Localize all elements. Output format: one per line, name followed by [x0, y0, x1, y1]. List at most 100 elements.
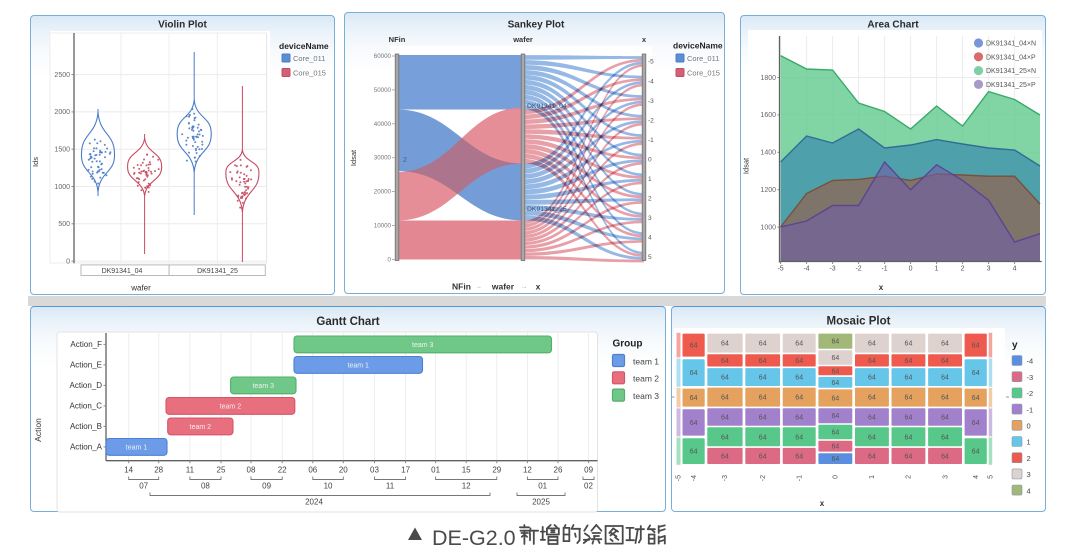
svg-text:17: 17: [401, 466, 410, 475]
svg-text:4: 4: [1013, 266, 1017, 273]
svg-text:64: 64: [831, 339, 839, 346]
svg-text:40000: 40000: [374, 121, 392, 128]
svg-text:64: 64: [795, 453, 803, 460]
svg-text:DK91341_25: DK91341_25: [197, 268, 238, 275]
svg-text:01: 01: [431, 466, 440, 475]
svg-text:DK91341_04: DK91341_04: [102, 268, 143, 275]
svg-text:64: 64: [690, 370, 698, 377]
svg-text:team 3: team 3: [633, 391, 659, 401]
svg-text:Action_A: Action_A: [70, 443, 103, 452]
svg-text:1: 1: [648, 176, 652, 183]
svg-text:team 3: team 3: [412, 342, 434, 349]
svg-text:30000: 30000: [374, 155, 392, 162]
svg-text:28: 28: [154, 466, 163, 475]
svg-text:-2: -2: [855, 266, 861, 273]
svg-text:team 2: team 2: [220, 403, 242, 410]
svg-text:09: 09: [262, 482, 271, 491]
svg-text:x: x: [820, 499, 825, 508]
svg-text:DK91341_25×N: DK91341_25×N: [986, 68, 1036, 75]
svg-text:22: 22: [278, 466, 287, 475]
svg-text:0: 0: [66, 258, 70, 265]
svg-text:3: 3: [1027, 470, 1031, 479]
svg-text:64: 64: [690, 395, 698, 402]
svg-text:10000: 10000: [374, 223, 392, 230]
svg-text:-3: -3: [1027, 373, 1034, 382]
svg-text:12: 12: [523, 466, 532, 475]
svg-text:1: 1: [935, 266, 939, 273]
svg-text:→: →: [521, 284, 528, 291]
svg-text:Sankey Plot: Sankey Plot: [508, 20, 565, 31]
svg-text:-1: -1: [881, 266, 887, 273]
svg-text:4: 4: [973, 475, 980, 479]
svg-text:12: 12: [462, 482, 471, 491]
svg-text:64: 64: [941, 375, 949, 382]
svg-text:20: 20: [339, 466, 348, 475]
svg-text:64: 64: [905, 453, 913, 460]
svg-text:-4: -4: [1027, 357, 1034, 366]
svg-text:Mosaic Plot: Mosaic Plot: [827, 316, 891, 328]
svg-text:-1: -1: [796, 475, 803, 481]
svg-text:25: 25: [217, 466, 226, 475]
svg-text:1000: 1000: [54, 184, 70, 191]
svg-text:-3: -3: [722, 475, 729, 481]
svg-text:wafer: wafer: [491, 282, 515, 292]
svg-text:08: 08: [201, 482, 210, 491]
svg-text:64: 64: [972, 449, 980, 456]
svg-text:-1: -1: [1027, 405, 1034, 414]
svg-text:team 1: team 1: [348, 362, 370, 369]
svg-text:64: 64: [868, 375, 876, 382]
svg-text:0: 0: [388, 256, 392, 263]
svg-text:64: 64: [831, 456, 839, 463]
svg-text:11: 11: [386, 482, 395, 491]
svg-text:DK91341_25: DK91341_25: [527, 206, 567, 213]
svg-text:03: 03: [370, 466, 379, 475]
svg-text:→: →: [475, 284, 482, 291]
svg-text:64: 64: [941, 341, 949, 348]
svg-text:64: 64: [868, 358, 876, 365]
svg-text:x: x: [879, 283, 884, 292]
svg-text:64: 64: [868, 453, 876, 460]
svg-text:-4: -4: [691, 475, 698, 481]
svg-text:Area Chart: Area Chart: [867, 20, 919, 31]
svg-text:3: 3: [648, 215, 652, 222]
svg-text:01: 01: [538, 482, 547, 491]
svg-text:64: 64: [759, 358, 767, 365]
svg-text:Idsat: Idsat: [349, 149, 358, 166]
svg-text:02: 02: [584, 482, 593, 491]
svg-text:-4: -4: [648, 78, 654, 85]
svg-text:26: 26: [554, 466, 563, 475]
svg-text:64: 64: [795, 414, 803, 421]
svg-text:2025: 2025: [532, 498, 550, 507]
svg-text:-2: -2: [1027, 389, 1034, 398]
svg-text:Group: Group: [613, 339, 643, 350]
svg-text:64: 64: [905, 395, 913, 402]
svg-text:29: 29: [492, 466, 501, 475]
svg-text:x: x: [642, 35, 647, 44]
svg-text:Violin Plot: Violin Plot: [158, 20, 207, 31]
svg-text:11: 11: [186, 466, 195, 475]
svg-text:DK91341_04×N: DK91341_04×N: [986, 41, 1036, 48]
svg-text:4: 4: [648, 235, 652, 242]
svg-text:1: 1: [869, 475, 876, 479]
svg-text:64: 64: [759, 375, 767, 382]
svg-text:Gantt Chart: Gantt Chart: [316, 316, 379, 328]
svg-text:64: 64: [905, 341, 913, 348]
svg-text:Action_C: Action_C: [70, 402, 103, 411]
svg-text:10: 10: [324, 482, 333, 491]
svg-text:1500: 1500: [54, 147, 70, 154]
svg-text:1: 1: [1027, 438, 1031, 447]
svg-text:DK91341_04: DK91341_04: [527, 103, 567, 110]
svg-text:64: 64: [721, 341, 729, 348]
svg-text:64: 64: [721, 358, 729, 365]
svg-text:NFin: NFin: [389, 35, 406, 44]
svg-text:-5: -5: [648, 59, 654, 66]
svg-text:64: 64: [868, 434, 876, 441]
svg-text:2500: 2500: [54, 72, 70, 79]
svg-text:Action_E: Action_E: [70, 361, 102, 370]
svg-text:50000: 50000: [374, 87, 392, 94]
svg-text:DE-G2.0: DE-G2.0: [432, 526, 516, 550]
svg-text:64: 64: [759, 414, 767, 421]
svg-text:64: 64: [941, 358, 949, 365]
svg-text:4: 4: [1027, 486, 1031, 495]
svg-text:2000: 2000: [54, 109, 70, 116]
